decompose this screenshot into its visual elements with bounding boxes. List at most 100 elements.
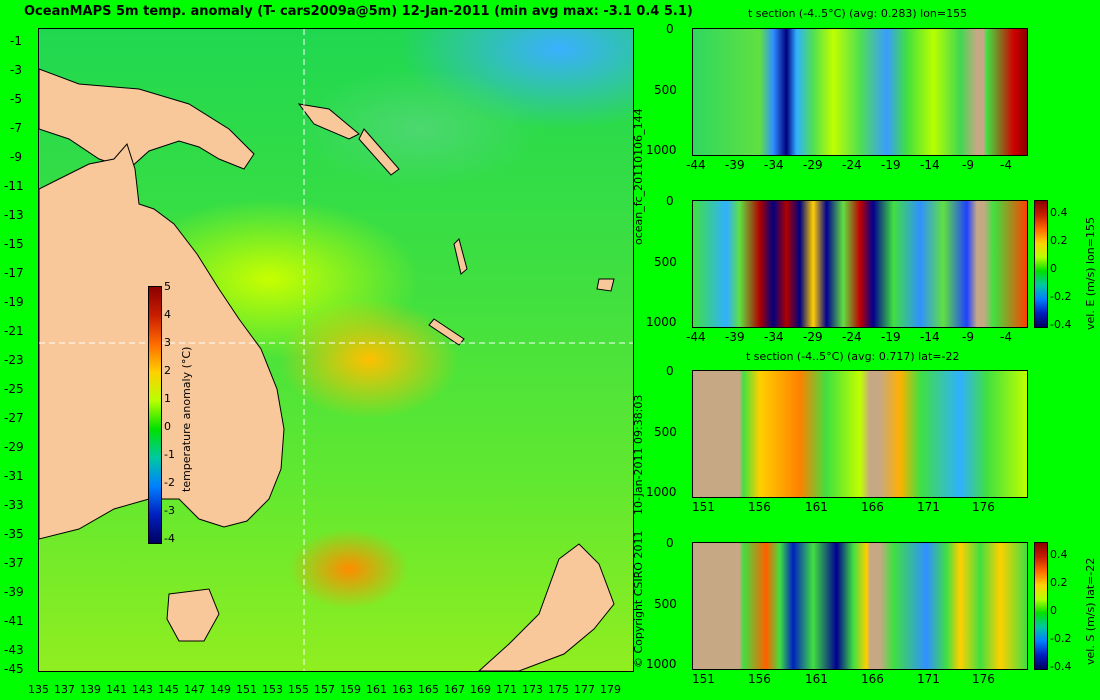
panel1-xtick: -14 xyxy=(920,158,940,172)
panel4-ytick: 0 xyxy=(666,536,674,550)
lat-label: -23 xyxy=(4,353,24,367)
vel-e-cbar-tick: -0.4 xyxy=(1050,318,1072,331)
colorbar-tick: 5 xyxy=(164,280,171,293)
panel2-xtick: -24 xyxy=(842,330,862,344)
panel2-xtick: -9 xyxy=(962,330,974,344)
vel-e-section-panel[interactable] xyxy=(692,200,1028,328)
panel1-xtick: -24 xyxy=(842,158,862,172)
lon-label: 157 xyxy=(314,683,335,696)
solomon-islands-land-2 xyxy=(358,128,400,176)
lon-label: 177 xyxy=(574,683,595,696)
panel3-xtick: 176 xyxy=(972,500,995,514)
lon-label: 153 xyxy=(262,683,283,696)
solomon-islands-land xyxy=(297,103,360,140)
vel-e-cbar-tick: -0.2 xyxy=(1050,290,1072,303)
colorbar-tick: 3 xyxy=(164,336,171,349)
vel-e-cbar-tick: 0 xyxy=(1050,262,1057,275)
lon-label: 141 xyxy=(106,683,127,696)
colorbar-tick: 4 xyxy=(164,308,171,321)
panel2-ytick: 0 xyxy=(666,194,674,208)
panel2-ytick: 500 xyxy=(654,255,677,269)
colorbar-tick: 2 xyxy=(164,364,171,377)
map-title: OceanMAPS 5m temp. anomaly (T- cars2009a… xyxy=(24,4,693,19)
panel4-xtick: 166 xyxy=(861,672,884,686)
vel-e-cbar-label: vel. E (m/s) lon=155 xyxy=(1084,217,1097,330)
lat-label: -7 xyxy=(10,121,22,135)
lon-label: 169 xyxy=(470,683,491,696)
colorbar-label: temperature anomaly (°C) xyxy=(180,346,193,492)
lat-label: -17 xyxy=(4,266,24,280)
t-section-lat-panel[interactable] xyxy=(692,370,1028,498)
panel1-ytick: 0 xyxy=(666,22,674,36)
panel1-ytick: 1000 xyxy=(646,143,677,157)
colorbar-tick: -1 xyxy=(164,448,175,461)
vanuatu-land xyxy=(453,238,468,275)
vel-e-cbar-tick: 0.4 xyxy=(1050,206,1068,219)
panel2-xtick: -19 xyxy=(881,330,901,344)
lat-label: -45 xyxy=(4,662,24,676)
panel1-xtick: -44 xyxy=(686,158,706,172)
panel1-xtick: -19 xyxy=(881,158,901,172)
vel-s-cbar-tick: 0.2 xyxy=(1050,576,1068,589)
lat-label: -13 xyxy=(4,208,24,222)
panel4-ytick: 500 xyxy=(654,597,677,611)
lon-label: 149 xyxy=(210,683,231,696)
lat-label: -43 xyxy=(4,643,24,657)
lon-label: 175 xyxy=(548,683,569,696)
vel-e-colorbar xyxy=(1034,200,1048,328)
panel2-xtick: -4 xyxy=(1000,330,1012,344)
vel-s-section-panel[interactable] xyxy=(692,542,1028,670)
lon-label: 161 xyxy=(366,683,387,696)
lat-label: -9 xyxy=(10,150,22,164)
lon-label: 145 xyxy=(158,683,179,696)
panel2-xtick: -39 xyxy=(725,330,745,344)
lat-label: -5 xyxy=(10,92,22,106)
lat-label: -11 xyxy=(4,179,24,193)
panel1-xtick: -29 xyxy=(803,158,823,172)
panel1-xtick: -34 xyxy=(764,158,784,172)
temperature-anomaly-map[interactable] xyxy=(38,28,634,672)
lon-label: 147 xyxy=(184,683,205,696)
lat-label: -37 xyxy=(4,556,24,570)
lat-label: -25 xyxy=(4,382,24,396)
vel-s-cbar-tick: -0.2 xyxy=(1050,632,1072,645)
lon-label: 173 xyxy=(522,683,543,696)
colorbar-tick: -3 xyxy=(164,504,175,517)
colorbar-tick: -2 xyxy=(164,476,175,489)
panel3-ytick: 500 xyxy=(654,425,677,439)
panel2-xtick: -29 xyxy=(803,330,823,344)
map-land xyxy=(39,29,633,671)
panel4-xtick: 161 xyxy=(805,672,828,686)
lat-label: -35 xyxy=(4,527,24,541)
temperature-colorbar xyxy=(148,286,162,544)
panel4-xtick: 151 xyxy=(692,672,715,686)
lon-label: 159 xyxy=(340,683,361,696)
lon-label: 171 xyxy=(496,683,517,696)
panel1-xtick: -9 xyxy=(962,158,974,172)
panel4-xtick: 156 xyxy=(748,672,771,686)
panel3-ytick: 1000 xyxy=(646,485,677,499)
lat-label: -27 xyxy=(4,411,24,425)
lon-label: 163 xyxy=(392,683,413,696)
t-section-lon-panel[interactable] xyxy=(692,28,1028,156)
vel-e-cbar-tick: 0.2 xyxy=(1050,234,1068,247)
lon-label: 137 xyxy=(54,683,75,696)
panel1-xtick: -39 xyxy=(725,158,745,172)
tasmania-land xyxy=(166,588,220,642)
panel3-xtick: 171 xyxy=(917,500,940,514)
panel3-xtick: 166 xyxy=(861,500,884,514)
lat-label: -19 xyxy=(4,295,24,309)
lon-label: 179 xyxy=(600,683,621,696)
panel3-title: t section (-4..5°C) (avg: 0.717) lat=-22 xyxy=(746,350,960,363)
lat-label: -15 xyxy=(4,237,24,251)
vel-s-cbar-tick: 0.4 xyxy=(1050,548,1068,561)
panel1-title: t section (-4..5°C) (avg: 0.283) lon=155 xyxy=(748,7,968,20)
panel2-xtick: -34 xyxy=(764,330,784,344)
lon-label: 143 xyxy=(132,683,153,696)
colorbar-tick: 1 xyxy=(164,392,171,405)
panel2-xtick: -44 xyxy=(686,330,706,344)
lat-label: -3 xyxy=(10,63,22,77)
run-id-label: ocean_fc_20110106_144 xyxy=(632,108,645,245)
vel-s-cbar-label: vel. S (m/s) lat=-22 xyxy=(1084,557,1097,665)
vel-s-cbar-tick: -0.4 xyxy=(1050,660,1072,673)
